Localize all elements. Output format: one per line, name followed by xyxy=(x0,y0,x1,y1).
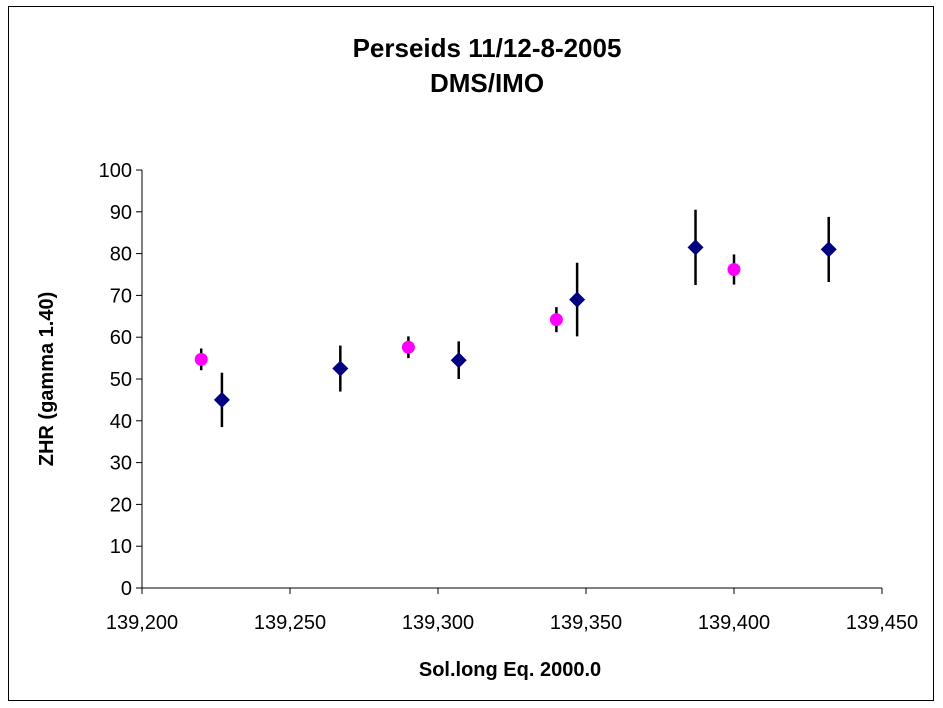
y-tick-label: 60 xyxy=(110,327,132,349)
data-point-circle xyxy=(194,352,208,366)
y-tick-label: 30 xyxy=(110,453,132,475)
data-point-diamond xyxy=(450,352,467,369)
data-point-circle xyxy=(401,340,415,354)
x-tick-label: 139,250 xyxy=(254,612,326,634)
y-tick-label: 80 xyxy=(110,244,132,266)
x-tick-label: 139,300 xyxy=(402,612,474,634)
y-axis-title: ZHR (gamma 1.40) xyxy=(36,292,58,467)
data-point-diamond xyxy=(687,239,704,256)
data-point-diamond xyxy=(569,291,586,308)
data-point-circle xyxy=(727,262,741,276)
y-tick-label: 70 xyxy=(110,285,132,307)
data-point-circle xyxy=(549,313,563,327)
chart-frame xyxy=(8,6,934,701)
y-tick-label: 90 xyxy=(110,202,132,224)
data-point-diamond xyxy=(332,360,349,377)
chart-subtitle: DMS/IMO xyxy=(430,68,544,98)
x-tick-label: 139,400 xyxy=(698,612,770,634)
data-point-diamond xyxy=(820,241,837,258)
x-tick-label: 139,350 xyxy=(550,612,622,634)
y-tick-label: 10 xyxy=(110,536,132,558)
x-axis-title: Sol.long Eq. 2000.0 xyxy=(419,659,601,681)
y-tick-label: 100 xyxy=(99,160,132,182)
y-tick-label: 20 xyxy=(110,494,132,516)
data-point-diamond xyxy=(213,391,230,408)
chart-title: Perseids 11/12-8-2005 xyxy=(353,33,622,63)
x-tick-label: 139,200 xyxy=(106,612,178,634)
y-tick-label: 50 xyxy=(110,369,132,391)
y-tick-label: 0 xyxy=(121,578,132,600)
y-tick-label: 40 xyxy=(110,411,132,433)
x-tick-label: 139,450 xyxy=(846,612,918,634)
